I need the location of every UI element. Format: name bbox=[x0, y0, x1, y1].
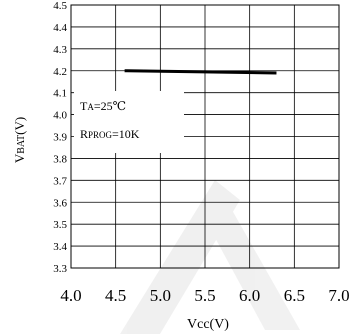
y-tick-label: 4.4 bbox=[53, 22, 67, 34]
y-tick-label: 3.8 bbox=[53, 153, 67, 165]
x-tick-label: 5.5 bbox=[194, 286, 215, 305]
annotation-line1: TA=25℃ bbox=[80, 99, 126, 113]
series-line bbox=[124, 69, 277, 75]
plot-frame bbox=[70, 4, 340, 269]
x-tick-label: 6.5 bbox=[284, 286, 305, 305]
x-axis-label: Vcc(V) bbox=[187, 317, 229, 332]
y-axis: 3.3 3.4 3.5 3.6 3.7 3.8 3.9 4.0 4.1 4.2 4.3 4.4 4.5 bbox=[53, 0, 67, 275]
watermark-shape bbox=[120, 180, 300, 334]
y-tick-label: 3.6 bbox=[53, 197, 67, 209]
x-tick-label: 5.0 bbox=[150, 286, 171, 305]
y-tick-label: 4.1 bbox=[53, 88, 67, 100]
y-tick-label: 4.5 bbox=[53, 0, 67, 12]
x-tick-label: 7.0 bbox=[328, 286, 349, 305]
y-tick-label: 3.3 bbox=[53, 263, 67, 275]
y-tick-label: 4.0 bbox=[53, 110, 67, 122]
y-tick-label: 3.9 bbox=[53, 132, 67, 144]
y-axis-label: VBAT(V) bbox=[12, 117, 27, 163]
y-tick-label: 4.3 bbox=[53, 44, 67, 56]
y-tick-label: 3.7 bbox=[53, 175, 67, 187]
annotation-line2: RPROG=10K bbox=[80, 127, 140, 141]
x-tick-label: 4.5 bbox=[105, 286, 126, 305]
x-axis: 4.0 4.5 5.0 5.5 6.0 6.5 7.0 bbox=[60, 286, 349, 305]
series bbox=[124, 69, 277, 75]
x-tick-label: 6.0 bbox=[239, 286, 260, 305]
x-tick-label: 4.0 bbox=[60, 286, 81, 305]
y-tick-label: 3.5 bbox=[53, 219, 67, 231]
y-tick-label: 4.2 bbox=[53, 66, 67, 78]
annotation: TA=25℃ RPROG=10K bbox=[74, 91, 184, 153]
y-tick-label: 3.4 bbox=[53, 241, 67, 253]
